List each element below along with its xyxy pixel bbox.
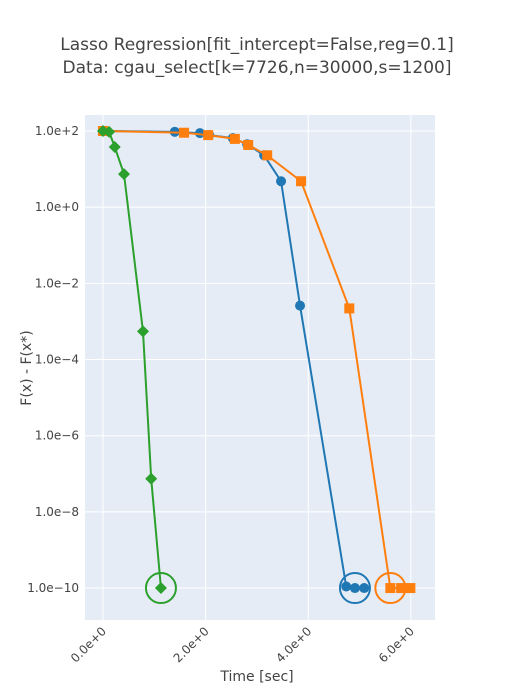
best-point-ring (144, 572, 177, 605)
best-point-ring (338, 572, 371, 605)
y-tick-label: 1.0e−8 (35, 505, 79, 519)
circle-marker (276, 176, 287, 187)
square-marker (405, 583, 416, 594)
circle-marker (341, 581, 352, 592)
chart-title: Lasso Regression[fit_intercept=False,reg… (60, 35, 454, 55)
y-tick-label: 1.0e+2 (35, 124, 79, 138)
x-tick-label: 0.0e+0 (68, 624, 109, 665)
y-tick-label: 1.0e−6 (35, 429, 79, 443)
y-tick-label: 1.0e−2 (35, 276, 79, 290)
circle-marker (194, 128, 205, 139)
square-marker (385, 583, 396, 594)
plot-area (85, 115, 435, 620)
diamond-marker (108, 141, 121, 154)
circle-marker (295, 300, 306, 311)
x-tick-label: 2.0e+0 (171, 624, 212, 665)
square-marker (243, 139, 254, 150)
best-point-ring (374, 572, 407, 605)
x-tick-label: 6.0e+0 (376, 624, 417, 665)
circle-marker (359, 583, 370, 594)
chart-subtitle: Data: cgau_select[k=7726,n=30000,s=1200] (63, 58, 452, 78)
diamond-marker (103, 125, 116, 138)
circle-marker (349, 583, 360, 594)
square-marker (396, 583, 407, 594)
square-marker (296, 176, 307, 187)
y-tick-label: 1.0e−10 (27, 581, 79, 595)
x-tick-label: 4.0e+0 (273, 624, 314, 665)
diamond-marker (145, 472, 158, 485)
x-axis-title: Time [sec] (219, 669, 293, 685)
diamond-marker (136, 325, 149, 338)
square-marker (229, 133, 240, 144)
y-axis-title: F(x) - F(x*) (19, 330, 35, 405)
y-tick-label: 1.0e+0 (35, 200, 79, 214)
y-tick-label: 1.0e−4 (35, 353, 79, 367)
diamond-marker (154, 582, 167, 595)
square-marker (262, 150, 273, 161)
square-marker (344, 303, 355, 314)
square-marker (203, 130, 214, 141)
diamond-marker (118, 168, 131, 181)
square-marker (179, 127, 190, 138)
